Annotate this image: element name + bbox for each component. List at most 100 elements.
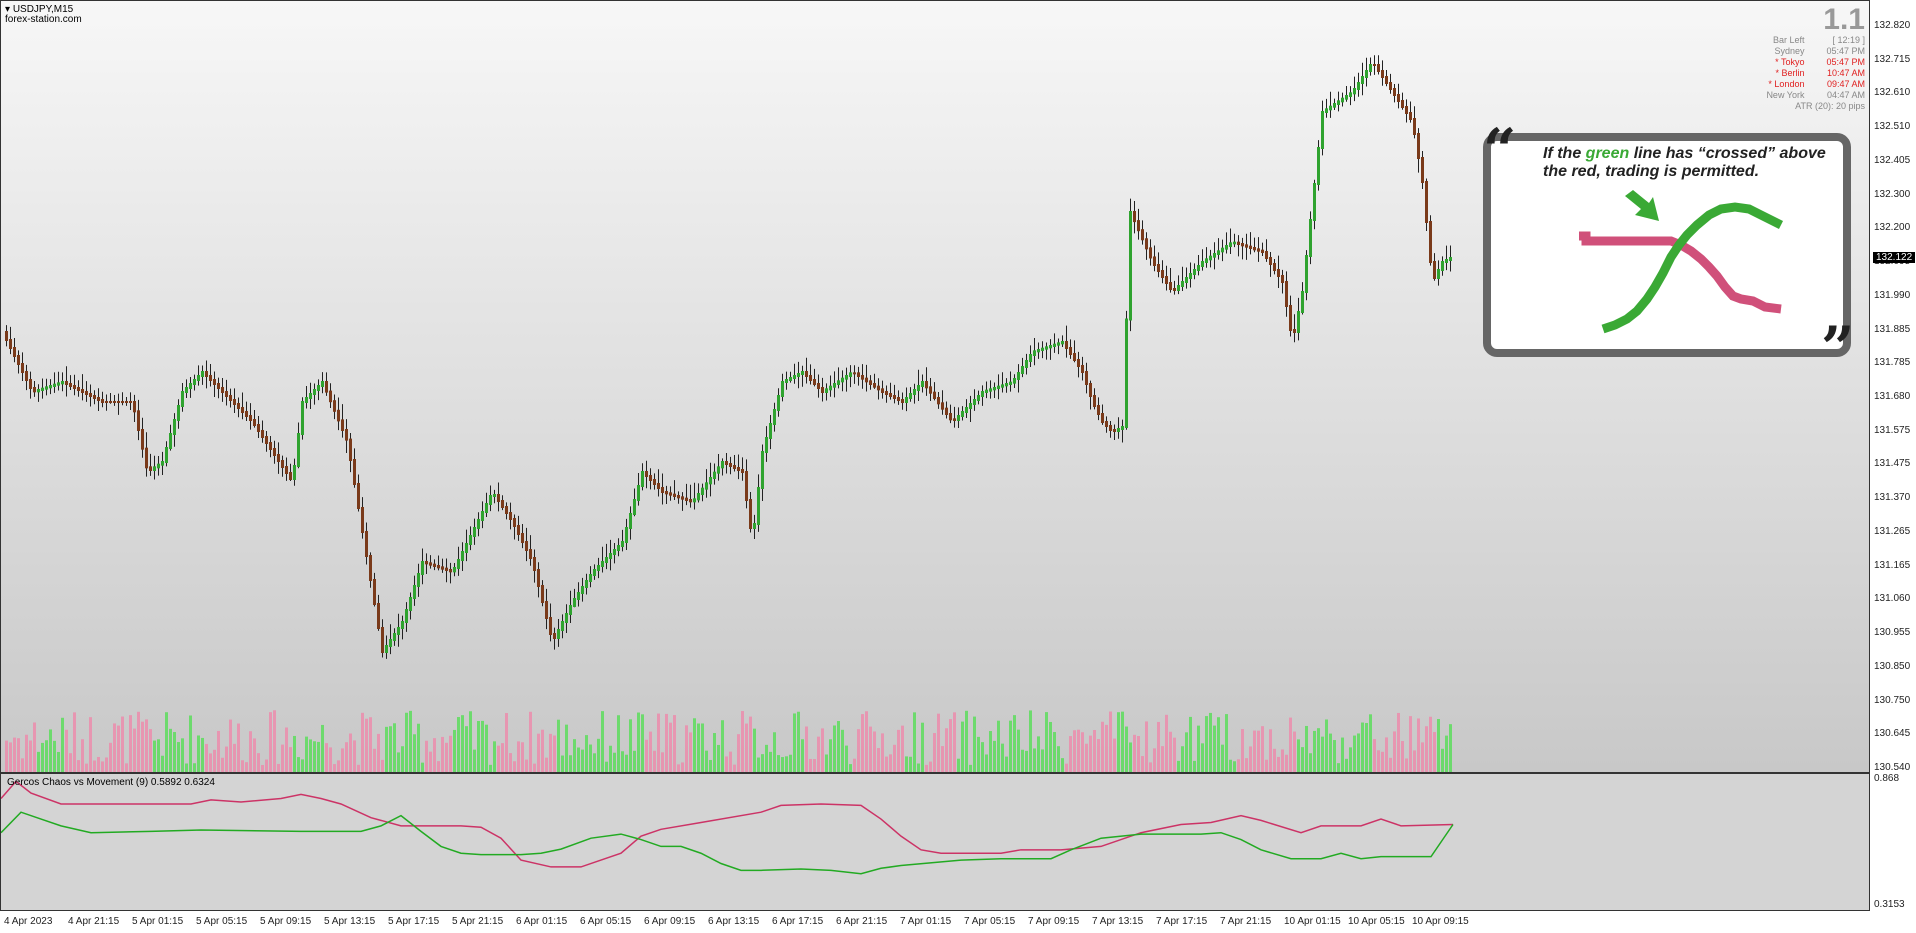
candle-body: [805, 371, 808, 377]
indicator-panel[interactable]: Gercos Chaos vs Movement (9) 0.5892 0.63…: [0, 773, 1870, 911]
volume-bar: [1413, 750, 1416, 772]
volume-bar: [9, 742, 12, 772]
candle-body: [437, 565, 440, 569]
volume-bar: [1221, 744, 1224, 772]
candle-body: [493, 494, 496, 497]
candle-body: [389, 639, 392, 647]
volume-bar: [1345, 758, 1348, 772]
candle-body: [1009, 381, 1012, 385]
candle-body: [441, 566, 444, 570]
candle-body: [261, 430, 264, 438]
volume-bar: [1093, 730, 1096, 772]
price-chart-panel[interactable]: ▾ USDJPY,M15 forex-station.com 1.1 Bar L…: [0, 0, 1870, 773]
price-axis-label: 132.510: [1874, 121, 1911, 133]
volume-bar: [717, 744, 720, 772]
candle-body: [1221, 247, 1224, 253]
volume-bar: [737, 734, 740, 772]
candle-body: [69, 383, 72, 387]
volume-bar: [525, 759, 528, 772]
volume-bar: [1069, 736, 1072, 772]
candle-body: [453, 567, 456, 573]
volume-bar: [541, 729, 544, 772]
volume-bar: [585, 735, 588, 772]
candle-body: [173, 419, 176, 435]
time-axis-label: 6 Apr 17:15: [772, 916, 824, 927]
volume-bar: [553, 735, 556, 772]
candle-body: [1437, 269, 1440, 279]
candle-body: [1053, 343, 1056, 347]
volume-bar: [1193, 760, 1196, 772]
watermark-label: forex-station.com: [5, 14, 82, 25]
candle-body: [1057, 342, 1060, 346]
volume-bar: [73, 712, 76, 772]
volume-bar: [261, 764, 264, 772]
volume-bar: [1317, 728, 1320, 772]
volume-bar: [1421, 742, 1424, 772]
price-axis-label: 131.885: [1874, 323, 1911, 335]
candle-body: [1089, 383, 1092, 397]
volume-bar: [609, 745, 612, 772]
candle-body: [1409, 112, 1412, 120]
volume-bar: [453, 729, 456, 772]
volume-bar: [501, 743, 504, 772]
price-axis-label: 131.680: [1874, 391, 1911, 402]
volume-bar: [1109, 711, 1112, 772]
volume-bar: [405, 712, 408, 772]
volume-bar: [1361, 722, 1364, 772]
price-axis-label: 130.850: [1874, 660, 1911, 672]
candle-body: [525, 541, 528, 551]
volume-bar: [685, 725, 688, 772]
volume-bar: [869, 726, 872, 772]
price-axis-label: 131.370: [1874, 492, 1911, 504]
candle-body: [857, 372, 860, 377]
volume-bar: [197, 735, 200, 772]
candle-body: [65, 381, 68, 385]
symbol-label: ▾ USDJPY,M15: [5, 4, 74, 15]
volume-bar: [445, 742, 448, 772]
candle-body: [505, 506, 508, 514]
volume-bar: [1409, 716, 1412, 772]
volume-bar: [397, 752, 400, 772]
volume-bar: [1285, 754, 1288, 772]
volume-bar: [1261, 726, 1264, 772]
volume-bar: [1133, 734, 1136, 772]
candle-body: [373, 579, 376, 605]
candle-body: [1393, 88, 1396, 96]
volume-bar: [1385, 737, 1388, 772]
candle-body: [329, 390, 332, 403]
volume-bar: [161, 755, 164, 772]
candle-body: [1369, 64, 1372, 72]
candle-body: [245, 411, 248, 417]
candle-body: [737, 467, 740, 471]
volume-bar: [905, 756, 908, 772]
volume-bar: [493, 741, 496, 772]
volume-bar: [837, 721, 840, 772]
candle-body: [1085, 371, 1088, 385]
candle-body: [1333, 103, 1336, 108]
volume-bar: [841, 729, 844, 772]
volume-bar: [1437, 719, 1440, 772]
time-axis-label: 7 Apr 09:15: [1028, 916, 1080, 927]
volume-bar: [1241, 729, 1244, 772]
volume-bar: [589, 744, 592, 772]
callout-arrow: [1625, 190, 1659, 221]
candle-body: [273, 448, 276, 456]
clock-row: * Berlin 10:47 AM: [1766, 68, 1865, 79]
volume-bar: [101, 761, 104, 772]
candle-body: [649, 475, 652, 481]
volume-bar: [665, 713, 668, 772]
volume-bar: [93, 760, 96, 772]
clock-row-value: 05:47 PM: [1826, 57, 1865, 67]
candle-body: [841, 377, 844, 383]
volume-bar: [1245, 758, 1248, 772]
candle-body: [1245, 244, 1248, 248]
candle-body: [1113, 429, 1116, 432]
candle-body: [1149, 247, 1152, 259]
candle-body: [569, 605, 572, 615]
time-axis-label: 5 Apr 05:15: [196, 916, 248, 927]
candle-body: [1181, 281, 1184, 287]
candle-body: [393, 633, 396, 641]
indicator-red-line: [1, 780, 1454, 868]
volume-bar: [957, 758, 960, 772]
volume-bar: [41, 742, 44, 772]
